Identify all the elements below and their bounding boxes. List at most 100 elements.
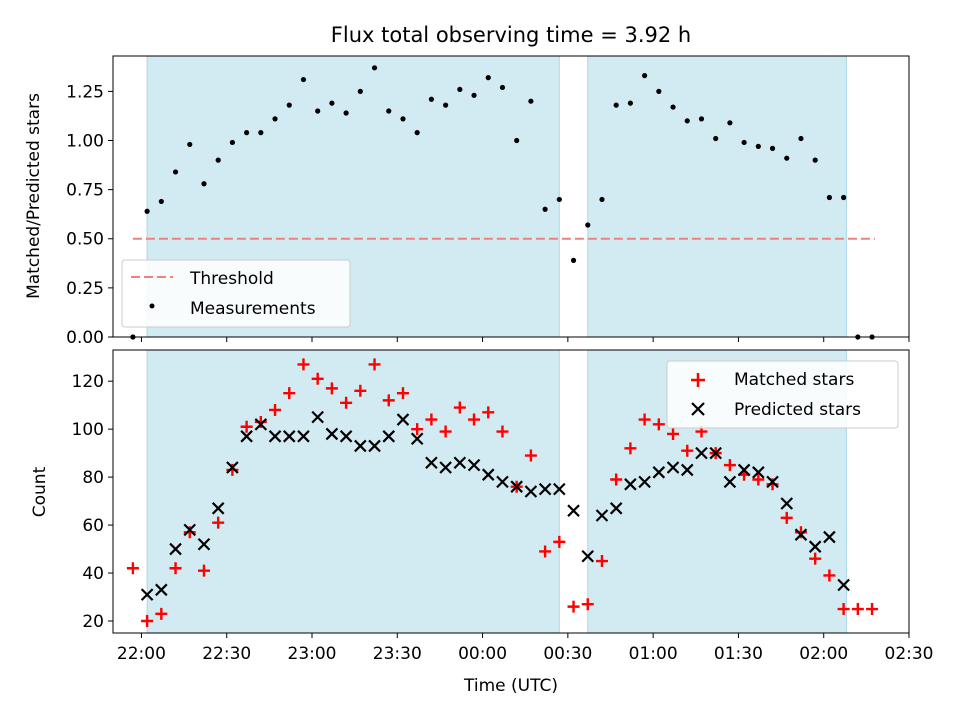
predicted-star-marker: [823, 530, 836, 544]
matched-star-markers: [126, 358, 879, 628]
predicted-star-marker: [808, 540, 822, 553]
matched-star-marker: [126, 562, 139, 575]
predicted-star-marker: [254, 418, 268, 431]
measurement-point: [684, 118, 690, 124]
x-tick-label: 22:30: [202, 644, 251, 664]
predicted-star-marker: [368, 439, 381, 453]
matched-star-marker: [524, 449, 537, 462]
matched-star-marker: [254, 415, 267, 428]
matched-star-marker: [169, 562, 182, 575]
predicted-star-marker: [282, 430, 296, 443]
predicted-star-marker: [382, 430, 396, 443]
matched-star-marker: [325, 382, 338, 395]
predicted-star-marker: [595, 509, 609, 522]
y-axis-label: Matched/Predicted stars: [24, 93, 44, 299]
measurement-point: [812, 157, 818, 163]
measurement-point: [713, 135, 719, 142]
matched-star-marker: [396, 387, 409, 400]
predicted-star-marker: [481, 468, 495, 481]
x-axis: 22:00 22:30 23:00 23:30 00:00 00:30 01:00 01:30…: [117, 633, 934, 664]
predicted-star-marker: [354, 439, 367, 453]
matched-star-marker: [482, 406, 495, 419]
measurement-point: [585, 222, 591, 228]
measurement-point: [471, 92, 477, 98]
measurement-point: [627, 100, 634, 106]
matched-star-marker: [297, 358, 310, 371]
y-tick-label: 0.25: [66, 279, 104, 299]
predicted-star-marker: [396, 413, 410, 426]
matched-star-marker: [610, 473, 623, 486]
legend-box: [121, 259, 351, 328]
predicted-star-marker: [709, 446, 722, 460]
measurement-point: [272, 116, 278, 122]
predicted-star-marker: [268, 430, 282, 443]
measurement-point: [244, 130, 250, 136]
x-tick-label: 23:00: [288, 644, 337, 664]
matched-star-marker: [794, 526, 807, 539]
y-tick-label: 1.25: [66, 82, 104, 102]
predicted-star-marker: [496, 475, 509, 489]
matched-star-marker: [141, 615, 154, 628]
measurement-point: [727, 120, 733, 126]
matched-star-marker: [311, 372, 324, 385]
legend-measurement-swatch: [149, 303, 155, 309]
legend-matched-swatch: [691, 373, 705, 387]
x-tick-label: 00:00: [458, 644, 507, 664]
measurement-point: [215, 157, 221, 163]
matched-star-marker: [752, 473, 765, 486]
legend-predicted-swatch: [691, 402, 705, 416]
measurement-point: [371, 65, 378, 71]
predicted-star-marker: [752, 466, 765, 479]
measurement-point: [386, 108, 392, 114]
measurement-point: [357, 88, 363, 94]
legend: Threshold Measurements: [121, 259, 351, 328]
measurement-point: [642, 73, 648, 79]
measurement-point: [485, 75, 491, 81]
matched-star-marker: [197, 564, 210, 577]
matched-star-marker: [226, 463, 239, 476]
x-tick-label: 01:00: [629, 644, 678, 664]
x-tick-label: 02:30: [885, 644, 934, 664]
predicted-star-marker: [155, 583, 168, 597]
predicted-star-marker: [538, 482, 552, 496]
predicted-star-marker: [226, 461, 239, 474]
predicted-star-marker: [581, 549, 595, 563]
legend-label-matched: Matched stars: [734, 370, 854, 390]
predicted-star-marker: [567, 504, 580, 517]
matched-star-marker: [866, 603, 879, 616]
ratio-panel: 0.00 0.25 0.50 0.75 1.00 1.25 Matched/Predict…: [24, 55, 910, 348]
matched-star-marker: [723, 459, 736, 472]
predicted-star-marker: [183, 523, 197, 537]
matched-star-marker: [382, 394, 395, 407]
measurement-point: [457, 86, 463, 93]
predicted-star-marker: [240, 430, 253, 443]
predicted-star-marker: [680, 463, 694, 477]
matched-star-marker: [212, 516, 225, 529]
predicted-star-marker: [624, 478, 637, 491]
measurement-point: [286, 102, 292, 108]
matched-star-marker: [411, 423, 424, 436]
matched-star-marker: [553, 535, 566, 548]
matched-star-marker: [425, 413, 438, 426]
predicted-star-marker: [638, 475, 651, 489]
y-tick-label: 80: [82, 468, 104, 488]
predicted-star-marker: [169, 542, 182, 556]
matched-star-marker: [340, 396, 353, 409]
predicted-star-marker: [140, 588, 154, 601]
matched-star-marker: [823, 569, 836, 582]
predicted-star-marker: [439, 461, 452, 474]
measurement-point: [300, 76, 307, 83]
matched-star-marker: [837, 603, 850, 616]
matched-star-marker: [595, 555, 608, 568]
matched-star-marker: [539, 545, 552, 558]
measurement-point: [158, 198, 164, 205]
matched-star-marker: [468, 413, 481, 426]
measurement-point: [769, 145, 776, 151]
y-tick-label: 40: [82, 564, 104, 584]
x-tick-label: 01:30: [714, 644, 763, 664]
measurement-point: [698, 116, 705, 122]
chart-title: Flux total observing time = 3.92 h: [331, 23, 691, 47]
legend-box: [666, 360, 899, 429]
measurement-point: [144, 208, 150, 214]
predicted-star-marker: [453, 456, 467, 469]
